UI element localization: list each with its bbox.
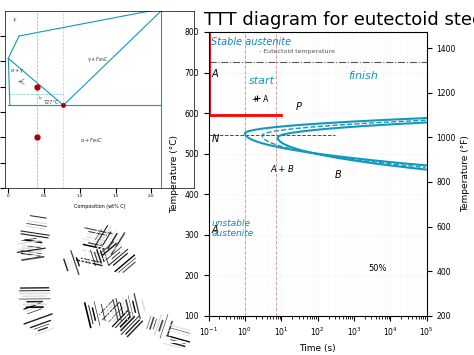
Text: 727°C: 727°C [44,100,59,105]
Y-axis label: Temperature (°F): Temperature (°F) [461,136,470,212]
Text: finish: finish [348,71,378,81]
Y-axis label: Temperature (°C): Temperature (°C) [170,135,179,213]
Text: - Eutectoid temperature: - Eutectoid temperature [259,49,335,54]
Text: A + B: A + B [270,165,294,174]
Text: $\alpha+\gamma$: $\alpha+\gamma$ [10,66,25,75]
Text: B: B [335,170,342,180]
Text: $\alpha+Fe_3C$: $\alpha+Fe_3C$ [80,137,102,146]
Text: TTT diagram for eutectoid steel: TTT diagram for eutectoid steel [204,11,474,29]
Text: A: A [211,69,218,78]
Text: 20 μm: 20 μm [161,332,176,337]
Text: start: start [249,76,275,86]
Text: +  A: + A [252,95,269,104]
Text: b: b [38,96,41,100]
Text: P: P [296,102,301,112]
Text: A: A [211,225,218,235]
Text: 50%: 50% [368,264,387,273]
Text: Stable austenite: Stable austenite [211,37,292,47]
Text: $\gamma$: $\gamma$ [12,16,18,24]
X-axis label: Time (s): Time (s) [299,344,336,353]
X-axis label: Composition (wt% C): Composition (wt% C) [74,204,125,209]
Text: N: N [211,134,219,144]
Text: $\gamma+Fe_3C$: $\gamma+Fe_3C$ [87,55,109,64]
Text: unstable
austenite: unstable austenite [211,219,254,238]
